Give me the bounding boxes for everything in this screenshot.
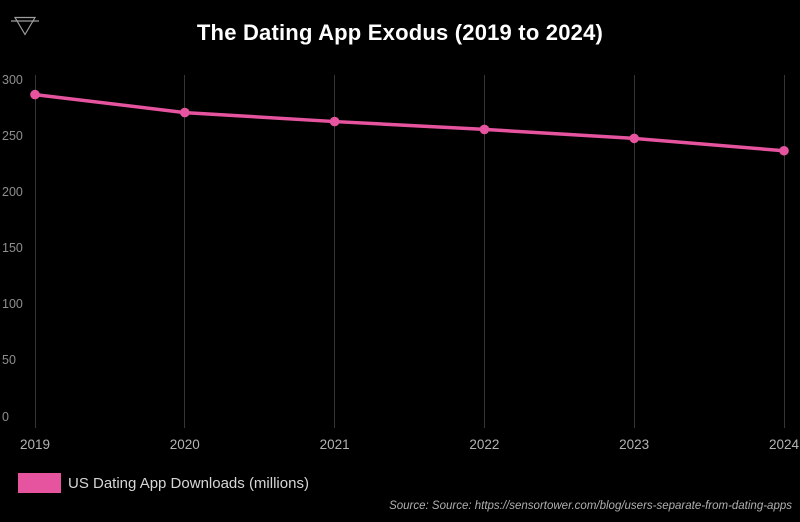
- y-tick-label-250: 250: [2, 128, 23, 143]
- legend-label: US Dating App Downloads (millions): [68, 474, 309, 492]
- x-tick-label-2019: 2019: [19, 437, 51, 452]
- chart-title: The Dating App Exodus (2019 to 2024): [196, 20, 604, 45]
- data-point-2024[interactable]: [779, 145, 789, 156]
- x-tick-label-2020: 2020: [169, 437, 200, 452]
- gridline-2021: [334, 75, 336, 428]
- data-point-2022[interactable]: [479, 124, 490, 135]
- y-tick-label-100: 100: [2, 297, 23, 312]
- legend-item[interactable]: US Dating App Downloads (millions): [18, 473, 309, 493]
- filter-funnel-icon[interactable]: [10, 13, 40, 39]
- y-tick-label-150: 150: [2, 241, 23, 255]
- source-note: Source: Source: https://sensortower.com/…: [389, 500, 792, 512]
- gridline-2022: [483, 75, 485, 428]
- data-point-2021[interactable]: [329, 116, 340, 127]
- x-tick-label-2024: 2024: [768, 437, 800, 452]
- gridline-2024: [783, 75, 785, 428]
- data-point-2020[interactable]: [180, 107, 190, 118]
- legend-swatch: [18, 473, 61, 493]
- data-point-2023[interactable]: [629, 133, 639, 144]
- data-point-2019[interactable]: [30, 89, 40, 100]
- gridline-2019: [34, 75, 36, 428]
- x-tick-label-2021: 2021: [319, 437, 350, 452]
- y-tick-label-50: 50: [2, 353, 16, 368]
- y-tick-label-200: 200: [2, 184, 23, 199]
- x-tick-label-2023: 2023: [619, 437, 650, 452]
- series-line: [33, 92, 786, 153]
- y-tick-label-0: 0: [2, 409, 9, 424]
- y-tick-label-300: 300: [2, 72, 23, 87]
- gridline-2023: [633, 75, 635, 428]
- gridline-2020: [184, 75, 186, 428]
- x-tick-label-2022: 2022: [469, 437, 500, 452]
